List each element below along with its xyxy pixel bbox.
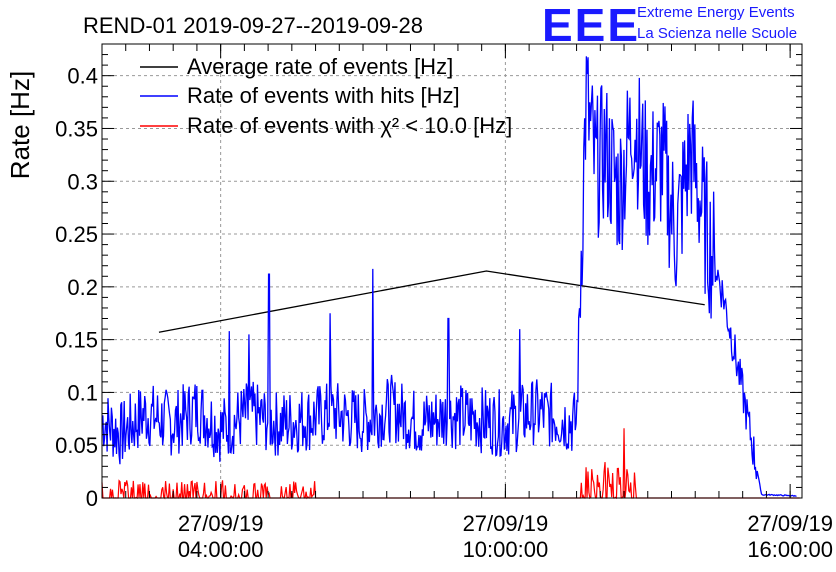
y-tick-label: 0.4 (67, 64, 98, 89)
eee-logo-title: Extreme Energy Events (637, 4, 795, 21)
y-tick-label: 0.05 (55, 433, 98, 458)
grid-lines (102, 44, 802, 498)
series-chi2-rate-line (101, 428, 800, 500)
legend-label-1: Rate of events with hits [Hz] (187, 83, 460, 108)
y-tick-label: 0.15 (55, 328, 98, 353)
eee-logo-subtitle: La Scienza nelle Scuole (637, 25, 798, 42)
eee-logo: EEE Extreme Energy Events La Scienza nel… (542, 0, 832, 51)
x-tick-date-label: 27/09/19 (463, 511, 549, 536)
y-axis-label: Rate [Hz] (5, 71, 35, 179)
x-tick-date-label: 27/09/19 (747, 511, 833, 536)
x-tick-time-label: 10:00:00 (463, 537, 549, 562)
axes: 00.050.10.150.20.250.30.350.427/09/1904:… (55, 44, 833, 562)
y-tick-label: 0 (86, 486, 98, 511)
x-tick-time-label: 16:00:00 (747, 537, 833, 562)
legend-label-2: Rate of events with χ² < 10.0 [Hz] (187, 113, 512, 138)
y-tick-label: 0.35 (55, 116, 98, 141)
plot-frame (101, 43, 803, 499)
chart-title: REND-01 2019-09-27--2019-09-28 (83, 13, 423, 38)
y-tick-label: 0.2 (67, 275, 98, 300)
series-hits-rate-line (101, 56, 797, 498)
x-tick-time-label: 04:00:00 (178, 537, 264, 562)
y-tick-label: 0.25 (55, 222, 98, 247)
y-tick-label: 0.1 (67, 380, 98, 405)
legend-label-0: Average rate of events [Hz] (187, 54, 453, 79)
y-tick-label: 0.3 (67, 169, 98, 194)
series-average-rate-line (158, 270, 705, 333)
x-tick-date-label: 27/09/19 (178, 511, 264, 536)
legend: Average rate of events [Hz] Rate of event… (140, 54, 512, 138)
eee-logo-letters: EEE (542, 0, 641, 51)
